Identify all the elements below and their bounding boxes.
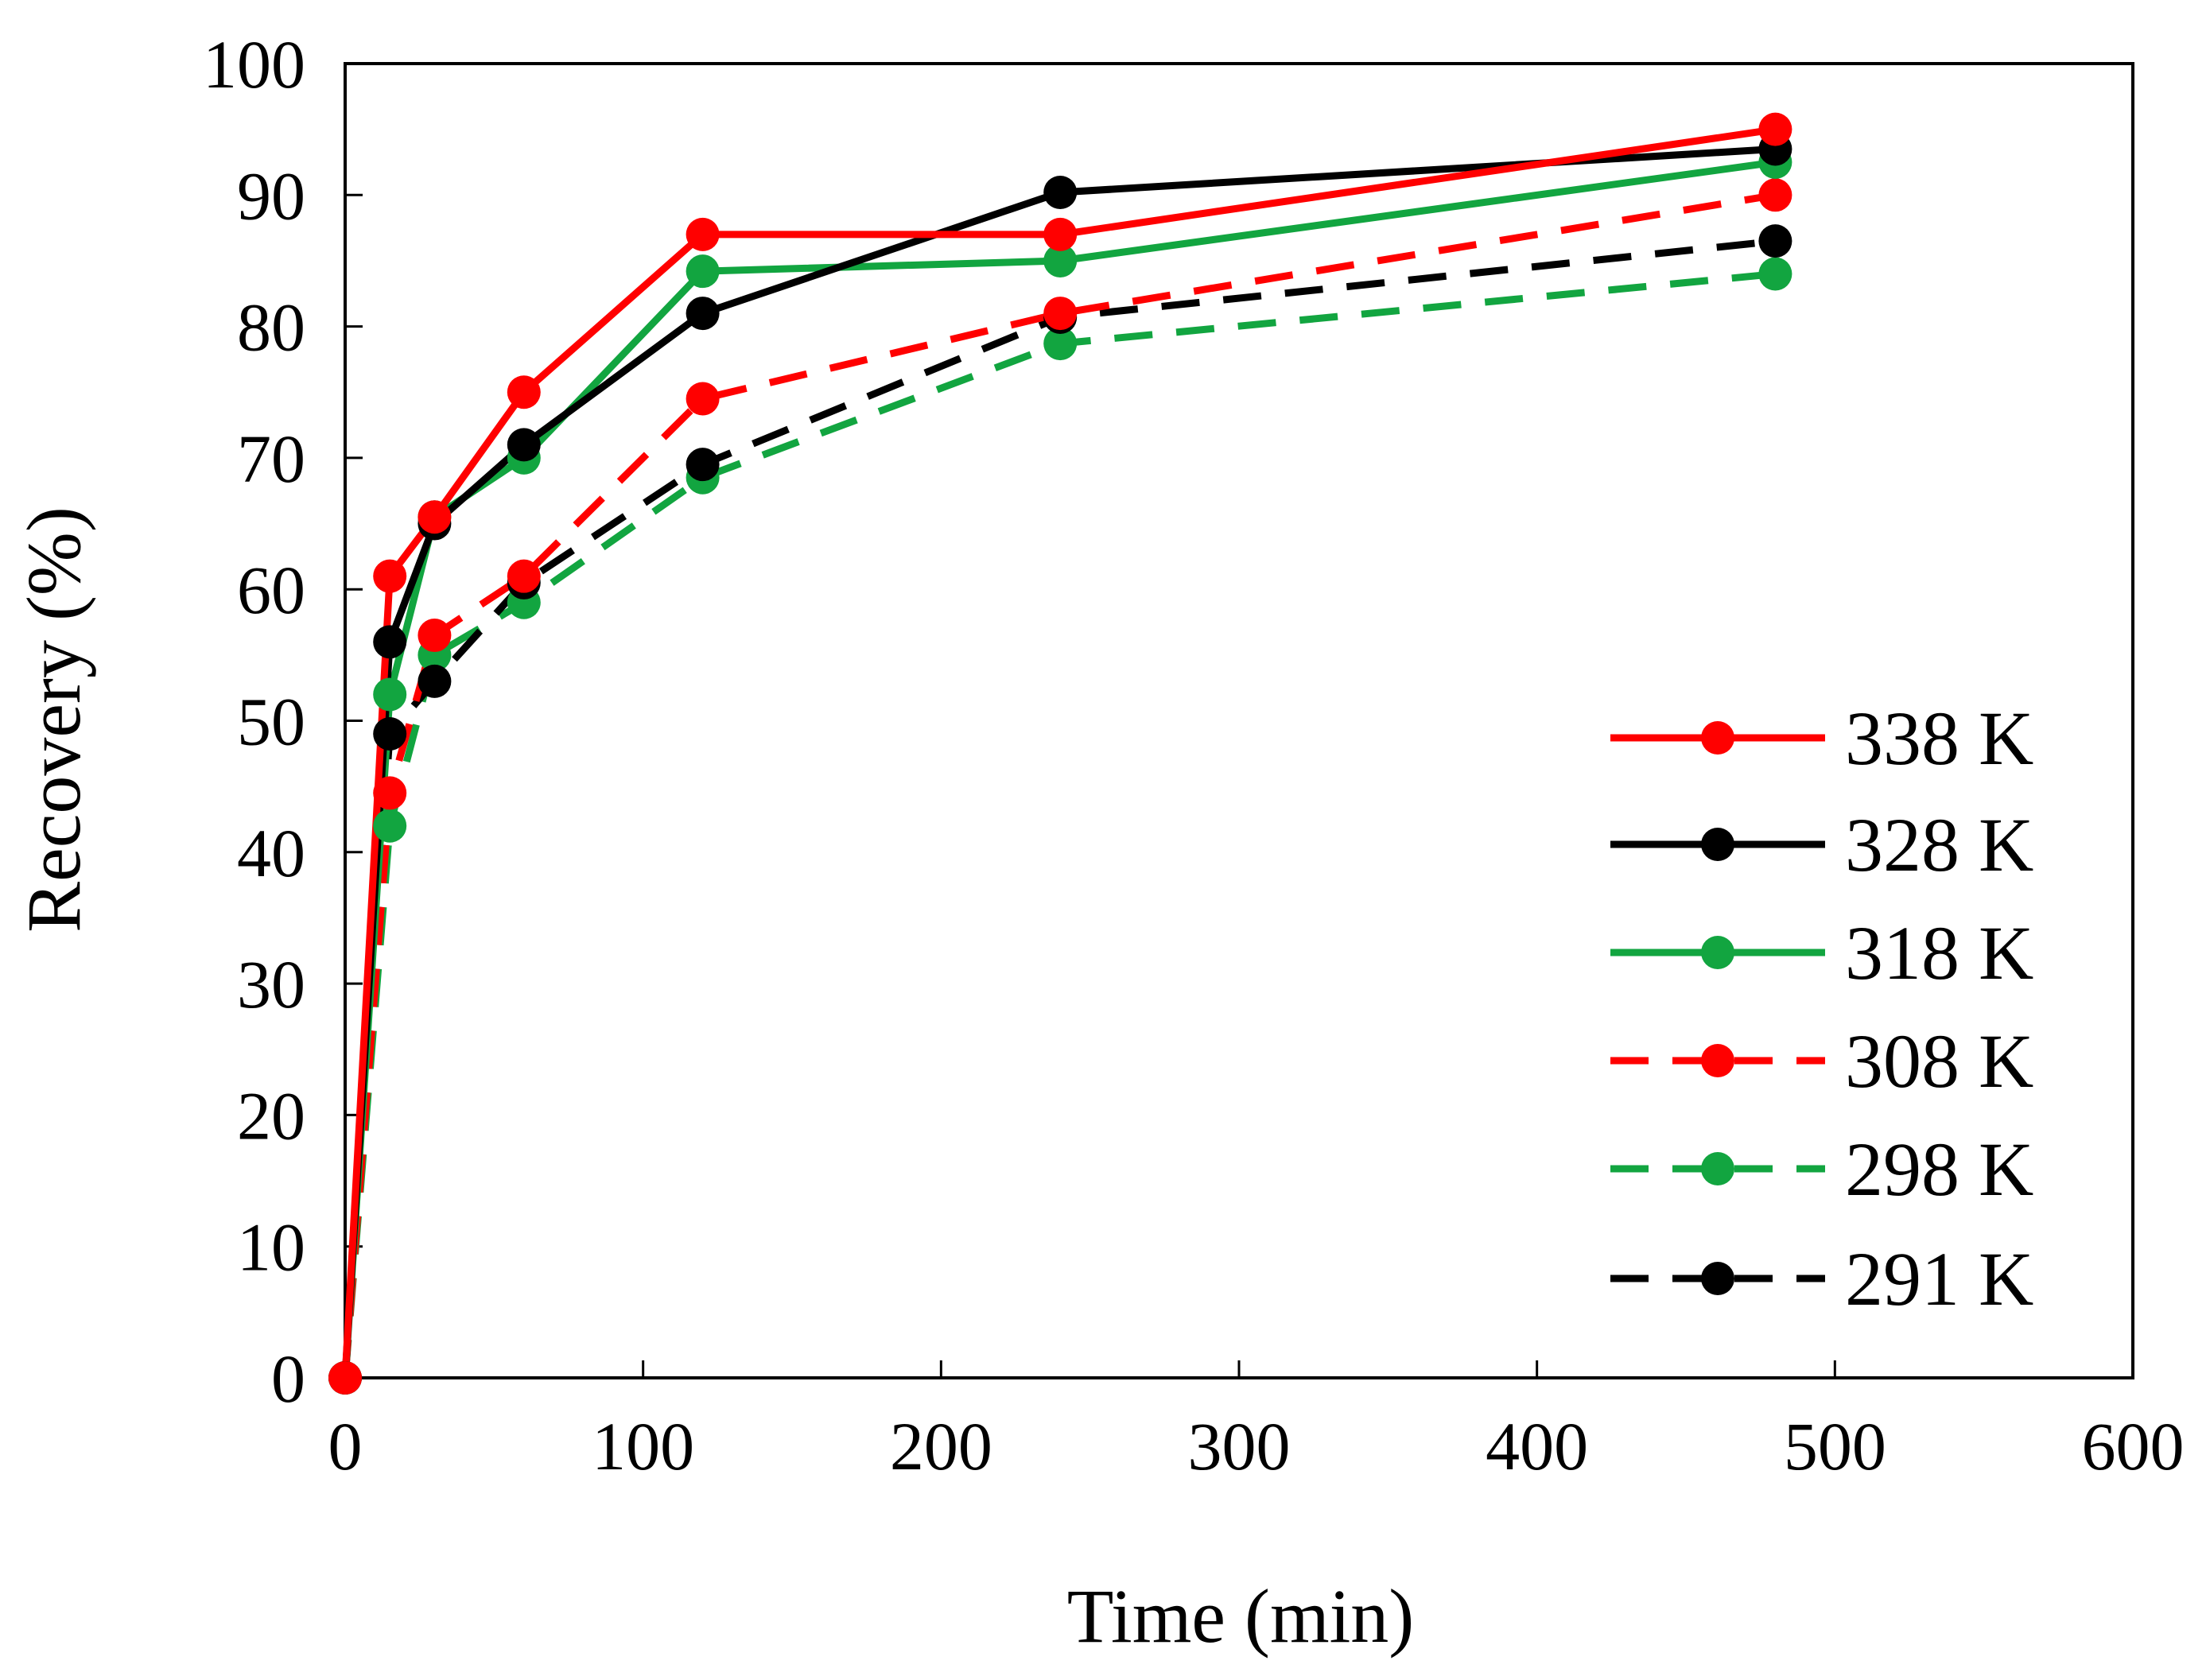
legend-marker (1701, 1262, 1734, 1295)
y-tick-label: 80 (237, 289, 305, 366)
legend-label: 338 K (1845, 696, 2033, 781)
x-tick-label: 600 (2082, 1408, 2185, 1484)
data-point (418, 500, 452, 534)
y-tick-label: 60 (237, 552, 305, 628)
data-point (1758, 257, 1792, 291)
y-tick-label: 10 (237, 1209, 305, 1286)
legend-marker (1701, 936, 1734, 969)
series-line (341, 191, 1777, 1379)
data-point (418, 664, 452, 698)
data-point (373, 776, 407, 810)
data-point (373, 809, 407, 843)
series-line (341, 237, 1776, 1379)
legend-marker (1701, 828, 1734, 861)
y-tick-label: 90 (237, 157, 305, 234)
legend-label: 318 K (1845, 910, 2033, 995)
data-point (418, 619, 452, 653)
x-axis: 0 100 200 300 400 500 600 (328, 1360, 2185, 1484)
data-point (1758, 224, 1792, 258)
data-point (1758, 112, 1792, 146)
legend-marker (1701, 721, 1734, 755)
y-tick-label: 100 (203, 26, 305, 103)
data-point (1758, 178, 1792, 212)
data-point (1043, 175, 1078, 209)
series-markers (328, 112, 1792, 1395)
y-tick-label: 0 (271, 1341, 305, 1417)
data-point (1043, 327, 1078, 361)
data-point (373, 625, 407, 659)
data-point (686, 382, 720, 416)
data-point (507, 559, 541, 593)
y-tick-label: 30 (237, 946, 305, 1022)
legend-label: 298 K (1845, 1127, 2033, 1212)
legend-label: 308 K (1845, 1018, 2033, 1104)
x-tick-label: 200 (890, 1408, 992, 1484)
y-axis-title: Recovery (%) (11, 506, 96, 933)
y-tick-label: 70 (237, 421, 305, 497)
data-point (1043, 217, 1078, 251)
x-tick-label: 100 (592, 1408, 694, 1484)
data-point (1043, 243, 1078, 277)
data-point (686, 217, 720, 251)
series-line (341, 270, 1776, 1379)
data-point (1043, 297, 1078, 331)
data-point (373, 717, 407, 751)
x-axis-title: Time (min) (1067, 1573, 1415, 1659)
data-point (507, 428, 541, 462)
data-point (686, 448, 720, 482)
data-point (507, 375, 541, 409)
y-axis: 0 10 20 30 40 50 60 70 80 90 100 (203, 26, 363, 1417)
data-point (373, 677, 407, 712)
legend-label: 291 K (1845, 1236, 2033, 1321)
data-point (373, 559, 407, 593)
x-tick-label: 0 (328, 1408, 363, 1484)
data-point (328, 1361, 362, 1395)
y-tick-label: 40 (237, 815, 305, 891)
x-tick-label: 400 (1486, 1408, 1588, 1484)
legend: 338 K 328 K 318 K 308 K 298 K 291 K (1610, 696, 2033, 1321)
y-tick-label: 50 (237, 684, 305, 760)
y-tick-label: 20 (237, 1077, 305, 1154)
legend-marker (1701, 1152, 1734, 1185)
x-tick-label: 500 (1784, 1408, 1886, 1484)
data-point (686, 254, 720, 289)
legend-label: 328 K (1845, 802, 2033, 887)
legend-marker (1701, 1044, 1734, 1077)
x-tick-label: 300 (1188, 1408, 1291, 1484)
data-point (686, 297, 720, 331)
